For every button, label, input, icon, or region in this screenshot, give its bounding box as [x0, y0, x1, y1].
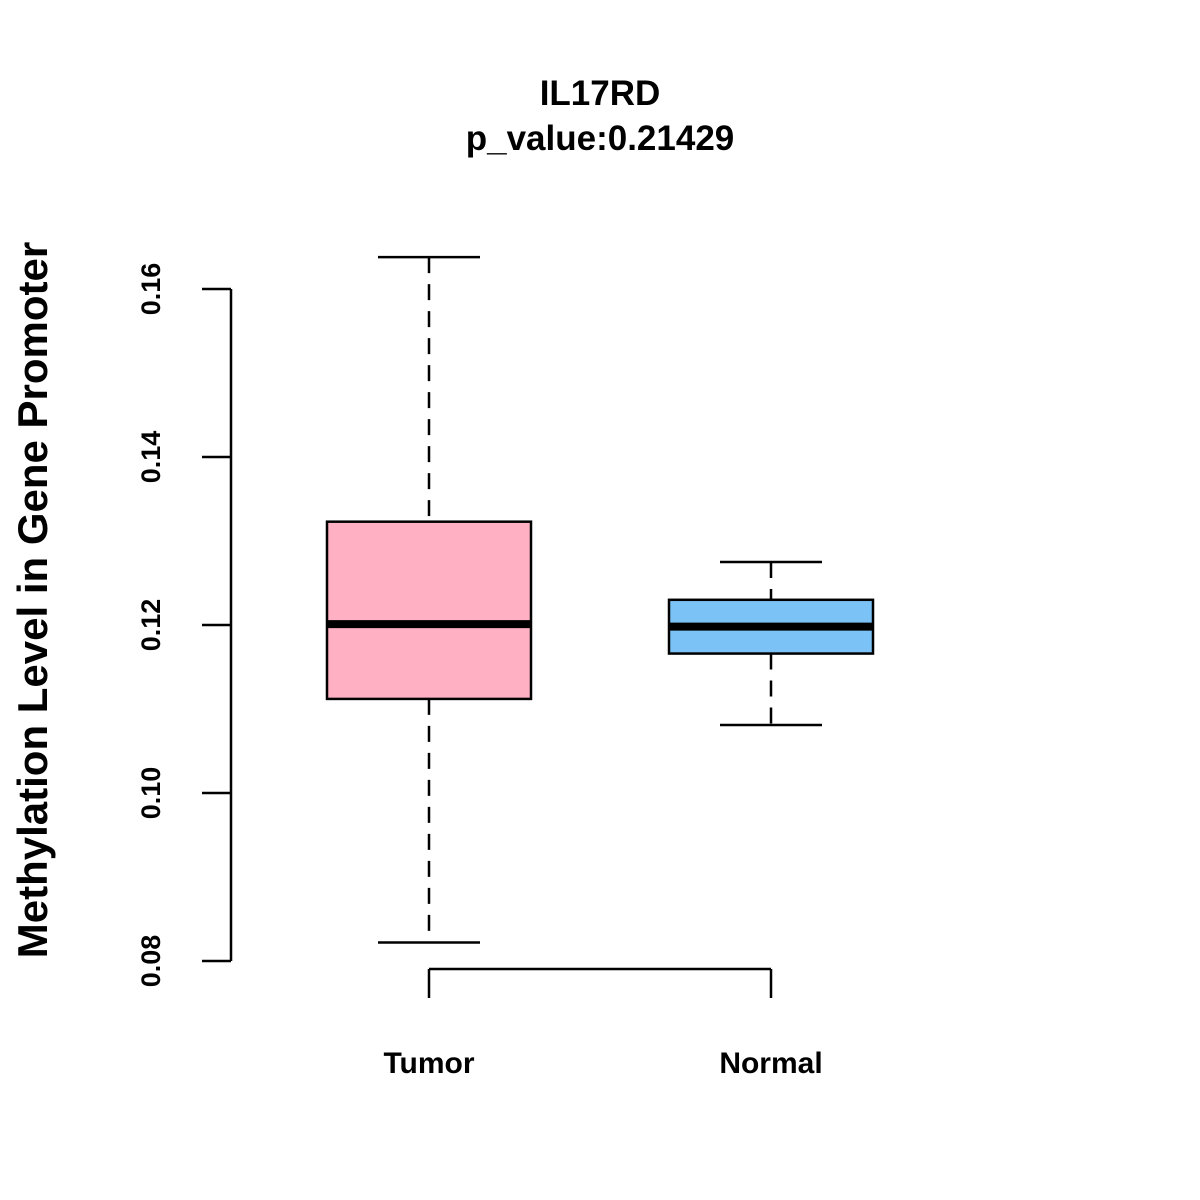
x-tick-label: Normal	[719, 1047, 822, 1080]
y-tick-label: 0.08	[136, 935, 166, 988]
y-axis-label: Methylation Level in Gene Promoter	[9, 242, 56, 958]
box-tumor	[325, 255, 533, 944]
x-axis: Tumor Normal	[383, 967, 823, 1080]
y-tick-label: 0.12	[136, 599, 166, 652]
y-axis: 0.08 0.10 0.12 0.14 0.16	[136, 263, 233, 988]
chart-title: IL17RD	[540, 74, 661, 113]
y-tick-label: 0.16	[136, 263, 166, 316]
boxes	[325, 255, 875, 944]
box-normal	[667, 560, 875, 727]
y-tick-label: 0.14	[136, 431, 166, 484]
x-tick-label: Tumor	[383, 1047, 474, 1080]
iqr-box	[325, 520, 533, 701]
y-tick-label: 0.10	[136, 767, 166, 820]
chart-subtitle: p_value:0.21429	[466, 119, 735, 158]
